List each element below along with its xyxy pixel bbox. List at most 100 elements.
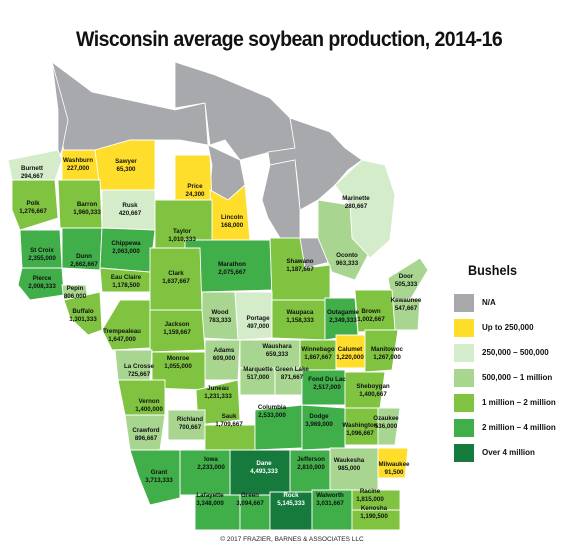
county-polk (11, 179, 59, 231)
county-name-jefferson: Jefferson (297, 456, 325, 463)
county-value-adams: 609,000 (213, 355, 236, 362)
legend-item: Up to 250,000 (454, 319, 582, 341)
county-iron-vilas (174, 61, 296, 161)
legend-swatch (454, 369, 474, 387)
county-name-waupaca: Waupaca (287, 309, 314, 316)
county-grant (129, 449, 181, 506)
county-name-pierce: Pierce (33, 275, 52, 282)
county-value-lincoln: 168,000 (221, 222, 244, 229)
county-manitowoc (364, 329, 399, 373)
county-name-milwaukee: Milwaukee (379, 461, 411, 468)
county-name-columbia: Columbia (258, 404, 287, 411)
county-value-marinette: 280,667 (345, 203, 368, 210)
county-name-richland: Richland (177, 416, 203, 423)
county-name-st-croix: St Croix (30, 247, 54, 254)
legend-label: Over 4 million (482, 448, 535, 457)
county-value-washburn: 227,000 (67, 165, 90, 172)
copyright-credit: © 2017 FRAZIER, BARNES & ASSOCIATES LLC (220, 536, 364, 543)
county-name-waukesha: Waukesha (334, 457, 365, 464)
county-value-polk: 1,276,667 (19, 208, 47, 215)
county-name-sawyer: Sawyer (115, 158, 137, 165)
county-buffalo (63, 291, 103, 336)
county-value-crawford: 896,667 (135, 435, 158, 442)
county-value-green: 3,094,667 (236, 500, 264, 507)
county-name-pepin: Pepin (67, 285, 84, 292)
county-value-monroe: 1,055,000 (164, 363, 192, 370)
county-name-marinette: Marinette (342, 195, 370, 202)
na-region (51, 61, 363, 269)
county-value-lafayette: 3,348,000 (196, 500, 224, 507)
county-name-outagamie: Outagamie (327, 309, 360, 316)
county-value-racine: 1,815,000 (356, 496, 384, 503)
county-name-polk: Polk (26, 200, 40, 207)
county-value-door: 505,333 (395, 281, 418, 288)
county-value-barron: 1,960,333 (73, 209, 101, 216)
legend-item: 250,000 – 500,000 (454, 344, 582, 366)
county-name-burnett: Burnett (21, 165, 43, 172)
county-value-jefferson: 2,810,000 (297, 464, 325, 471)
county-value-kewaunee: 547,667 (395, 305, 418, 312)
county-value-shawano: 1,187,667 (286, 266, 314, 273)
county-name-lincoln: Lincoln (221, 214, 243, 221)
county-name-washburn: Washburn (63, 157, 93, 164)
county-name-barron: Barron (77, 201, 98, 208)
county-value-outagamie: 2,349,333 (329, 317, 357, 324)
county-value-jackson: 1,159,667 (163, 329, 191, 336)
county-name-waushara: Waushara (262, 343, 292, 350)
legend-swatch (454, 319, 474, 337)
map-title: Wisconsin average soybean production, 20… (76, 28, 503, 51)
county-value-fond-du-lac: 2,517,000 (313, 384, 341, 391)
county-name-washington: Washington (342, 422, 377, 429)
county-value-sheboygan: 1,400,667 (359, 391, 387, 398)
county-name-marquette: Marquette (243, 366, 273, 373)
county-name-marathon: Marathon (218, 261, 246, 268)
county-name-shawano: Shawano (286, 258, 313, 265)
county-value-milwaukee: 91,500 (385, 469, 404, 476)
county-value-dodge: 3,969,000 (305, 421, 333, 428)
county-value-eau-claire: 1,178,500 (112, 282, 140, 289)
county-name-oconto: Oconto (336, 252, 358, 259)
legend-label: 1 million – 2 million (482, 398, 556, 407)
county-name-vernon: Vernon (139, 398, 160, 405)
county-name-dane: Dane (256, 460, 272, 467)
legend-label: Up to 250,000 (482, 323, 534, 332)
legend-swatch (454, 444, 474, 462)
county-name-fond-du-lac: Fond Du Lac (308, 376, 346, 383)
county-name-trempealeau: Trempealeau (103, 328, 141, 335)
county-name-green: Green (241, 492, 259, 499)
county-value-walworth: 3,031,667 (316, 500, 344, 507)
county-name-juneau: Juneau (207, 385, 229, 392)
county-value-dane: 4,493,333 (250, 468, 278, 475)
legend-label: N/A (482, 298, 496, 307)
county-value-green-lake: 871,667 (281, 374, 304, 381)
county-name-clark: Clark (168, 270, 184, 277)
county-name-price: Price (187, 183, 203, 190)
county-name-eau-claire: Eau Claire (111, 274, 142, 281)
county-ozaukee (377, 407, 401, 446)
county-value-sawyer: 65,300 (117, 166, 136, 173)
legend-swatch (454, 344, 474, 362)
county-name-dunn: Dunn (76, 253, 92, 260)
county-value-marathon: 2,075,667 (218, 269, 246, 276)
county-value-rock: 5,145,333 (277, 500, 305, 507)
county-value-sauk: 1,709,667 (215, 421, 243, 428)
county-value-wood: 783,333 (209, 317, 232, 324)
county-name-crawford: Crawford (132, 427, 159, 434)
county-name-wood: Wood (211, 309, 228, 316)
county-value-winnebago: 1,867,667 (304, 354, 332, 361)
county-name-lafayette: Lafayette (196, 492, 224, 499)
legend-item: Over 4 million (454, 444, 582, 466)
county-value-ozaukee: 536,000 (375, 423, 398, 430)
county-value-kenosha: 1,190,500 (360, 513, 388, 520)
county-name-iowa: Iowa (204, 456, 218, 463)
county-name-kewaunee: Kewaunee (391, 297, 422, 304)
county-name-ozaukee: Ozaukee (373, 415, 399, 422)
county-name-adams: Adams (214, 347, 235, 354)
county-value-portage: 497,000 (247, 323, 270, 330)
county-name-sheboygan: Sheboygan (356, 383, 390, 390)
county-name-racine: Racine (360, 488, 381, 495)
county-value-waukesha: 985,000 (338, 465, 361, 472)
county-name-brown: Brown (361, 308, 380, 315)
county-value-waushara: 659,333 (266, 351, 289, 358)
